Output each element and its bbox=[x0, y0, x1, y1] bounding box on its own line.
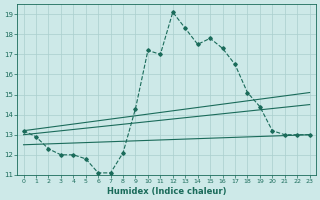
X-axis label: Humidex (Indice chaleur): Humidex (Indice chaleur) bbox=[107, 187, 226, 196]
